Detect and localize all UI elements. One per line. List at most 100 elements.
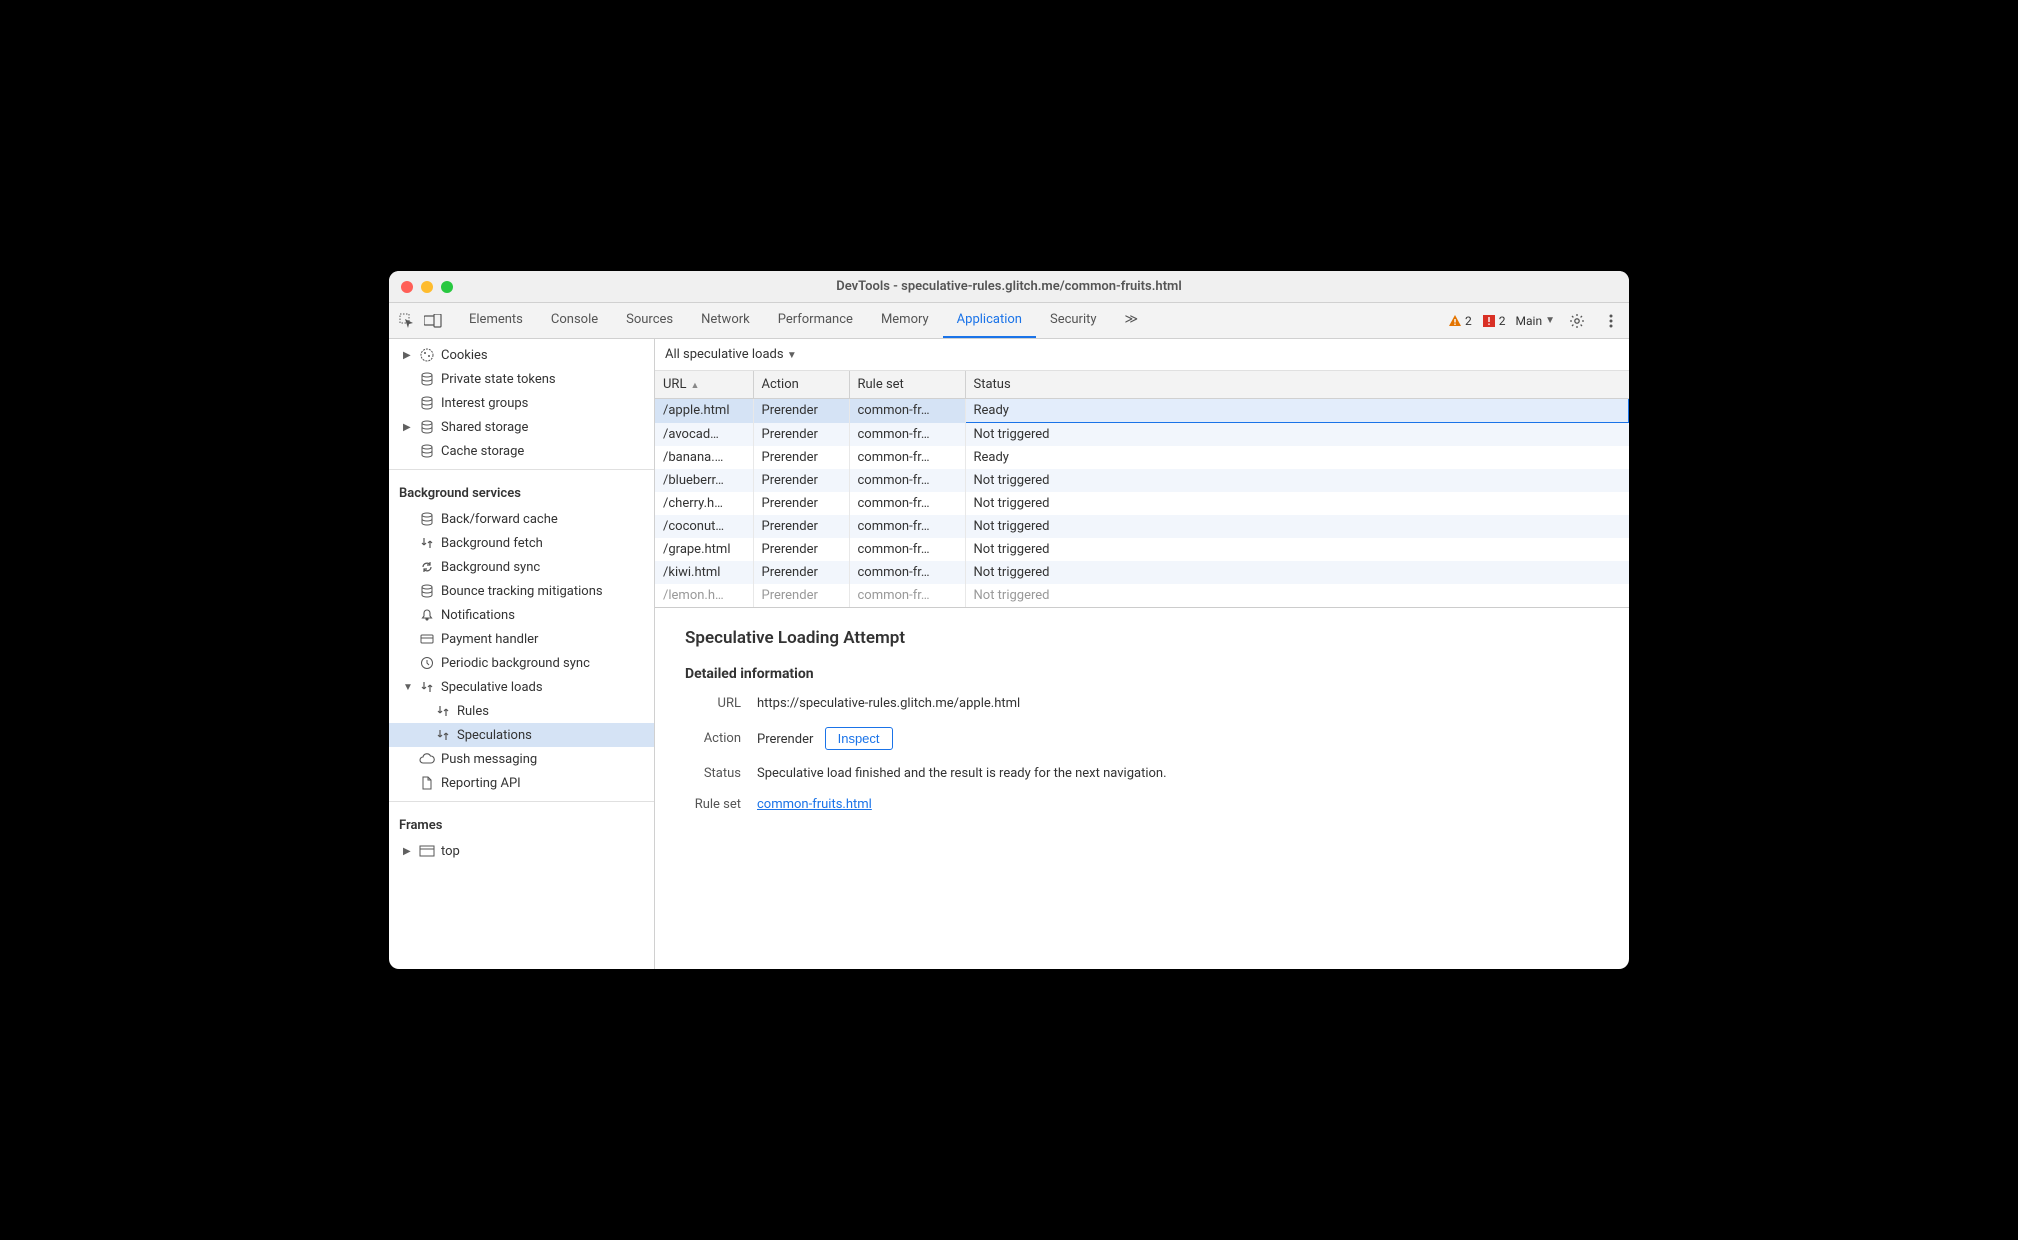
tab-sources[interactable]: Sources	[612, 303, 687, 338]
table-row[interactable]: /banana.…Prerendercommon-fr…Ready	[655, 446, 1629, 469]
sidebar-item-bgfetch[interactable]: Background fetch	[389, 531, 654, 555]
tab-security[interactable]: Security	[1036, 303, 1111, 338]
tab-memory[interactable]: Memory	[867, 303, 943, 338]
errors-count: 2	[1499, 314, 1506, 328]
inspect-button[interactable]: Inspect	[825, 727, 893, 750]
settings-icon[interactable]	[1565, 309, 1589, 333]
table-body: /apple.htmlPrerendercommon-fr…Ready/avoc…	[655, 399, 1629, 608]
window-title: DevTools - speculative-rules.glitch.me/c…	[836, 279, 1181, 294]
sidebar-item-rules[interactable]: Rules	[389, 699, 654, 723]
devtools-window: DevTools - speculative-rules.glitch.me/c…	[389, 271, 1629, 969]
sidebar-item-label: Shared storage	[441, 420, 528, 435]
detail-action-text: Prerender	[757, 732, 813, 747]
table-row[interactable]: /avocad…Prerendercommon-fr…Not triggered	[655, 423, 1629, 447]
cell-ruleset: common-fr…	[849, 446, 965, 469]
detail-subtitle: Detailed information	[685, 666, 1599, 682]
tab-elements[interactable]: Elements	[455, 303, 537, 338]
table-row[interactable]: /coconut…Prerendercommon-fr…Not triggere…	[655, 515, 1629, 538]
more-icon[interactable]	[1599, 309, 1623, 333]
divider	[389, 469, 654, 470]
cell-url: /avocad…	[655, 423, 753, 447]
sidebar-item-private-tokens[interactable]: Private state tokens	[389, 367, 654, 391]
cell-ruleset: common-fr…	[849, 561, 965, 584]
sidebar-item-cookies[interactable]: ▶ Cookies	[389, 343, 654, 367]
panel-tabs: Elements Console Sources Network Perform…	[455, 303, 1152, 338]
bell-icon	[419, 607, 435, 623]
cell-url: /banana.…	[655, 446, 753, 469]
sidebar-item-bounce[interactable]: Bounce tracking mitigations	[389, 579, 654, 603]
close-window-button[interactable]	[401, 281, 413, 293]
devtools-tabbar: Elements Console Sources Network Perform…	[389, 303, 1629, 339]
tab-network[interactable]: Network	[687, 303, 764, 338]
cell-ruleset: common-fr…	[849, 423, 965, 447]
main-panel: All speculative loads ▼ URL▲ Action Rule…	[655, 339, 1629, 969]
device-toolbar-icon[interactable]	[421, 309, 445, 333]
cell-action: Prerender	[753, 561, 849, 584]
sidebar-item-specloads[interactable]: ▼ Speculative loads	[389, 675, 654, 699]
col-ruleset[interactable]: Rule set	[849, 371, 965, 399]
speculations-table-container: URL▲ Action Rule set Status /apple.htmlP…	[655, 371, 1629, 608]
sidebar-item-cache-storage[interactable]: Cache storage	[389, 439, 654, 463]
tab-application[interactable]: Application	[943, 303, 1036, 338]
detail-action-value: Prerender Inspect	[757, 727, 1599, 750]
detail-label: Status	[685, 766, 741, 781]
sidebar-item-bfcache[interactable]: Back/forward cache	[389, 507, 654, 531]
cell-ruleset: common-fr…	[849, 515, 965, 538]
detail-row-ruleset: Rule set common-fruits.html	[685, 797, 1599, 812]
table-row[interactable]: /grape.htmlPrerendercommon-fr…Not trigge…	[655, 538, 1629, 561]
sidebar-item-speculations[interactable]: Speculations	[389, 723, 654, 747]
tab-console[interactable]: Console	[537, 303, 612, 338]
ruleset-link[interactable]: common-fruits.html	[757, 797, 872, 812]
table-row[interactable]: /cherry.h…Prerendercommon-fr…Not trigger…	[655, 492, 1629, 515]
tab-overflow[interactable]: ≫	[1111, 303, 1153, 338]
table-row[interactable]: /blueberr…Prerendercommon-fr…Not trigger…	[655, 469, 1629, 492]
context-selector[interactable]: Main ▼	[1516, 314, 1555, 328]
filter-label: All speculative loads	[665, 347, 784, 362]
chevron-down-icon: ▼	[787, 350, 797, 361]
cell-url: /cherry.h…	[655, 492, 753, 515]
sidebar-item-reporting[interactable]: Reporting API	[389, 771, 654, 795]
cell-status: Not triggered	[965, 561, 1629, 584]
cell-url: /coconut…	[655, 515, 753, 538]
sidebar-item-interest-groups[interactable]: Interest groups	[389, 391, 654, 415]
tab-performance[interactable]: Performance	[764, 303, 867, 338]
col-url[interactable]: URL▲	[655, 371, 753, 399]
detail-status-value: Speculative load finished and the result…	[757, 766, 1599, 781]
sidebar-item-label: Push messaging	[441, 752, 537, 767]
filter-dropdown[interactable]: All speculative loads ▼	[665, 347, 797, 362]
col-action[interactable]: Action	[753, 371, 849, 399]
cell-action: Prerender	[753, 515, 849, 538]
sidebar-item-label: Back/forward cache	[441, 512, 558, 527]
cell-status: Not triggered	[965, 584, 1629, 607]
cell-status: Not triggered	[965, 538, 1629, 561]
sidebar-item-push[interactable]: Push messaging	[389, 747, 654, 771]
sidebar-item-payment[interactable]: Payment handler	[389, 627, 654, 651]
cell-ruleset: common-fr…	[849, 538, 965, 561]
cell-url: /kiwi.html	[655, 561, 753, 584]
sidebar-item-label: Reporting API	[441, 776, 521, 791]
errors-badge[interactable]: 2	[1482, 314, 1506, 328]
col-status[interactable]: Status	[965, 371, 1629, 399]
table-row[interactable]: /apple.htmlPrerendercommon-fr…Ready	[655, 399, 1629, 423]
sidebar-item-label: Notifications	[441, 608, 515, 623]
cell-status: Not triggered	[965, 423, 1629, 447]
transfer-icon	[435, 703, 451, 719]
warning-icon	[1448, 314, 1462, 328]
database-icon	[419, 511, 435, 527]
detail-row-status: Status Speculative load finished and the…	[685, 766, 1599, 781]
minimize-window-button[interactable]	[421, 281, 433, 293]
sidebar-item-top-frame[interactable]: ▶ top	[389, 839, 654, 863]
detail-ruleset-value: common-fruits.html	[757, 797, 1599, 812]
maximize-window-button[interactable]	[441, 281, 453, 293]
cell-action: Prerender	[753, 399, 849, 423]
warnings-badge[interactable]: 2	[1448, 314, 1472, 328]
table-row[interactable]: /kiwi.htmlPrerendercommon-fr…Not trigger…	[655, 561, 1629, 584]
sidebar-item-notifications[interactable]: Notifications	[389, 603, 654, 627]
sidebar-item-periodic[interactable]: Periodic background sync	[389, 651, 654, 675]
table-row[interactable]: /lemon.h…Prerendercommon-fr…Not triggere…	[655, 584, 1629, 607]
inspect-element-icon[interactable]	[395, 309, 419, 333]
sidebar-item-bgsync[interactable]: Background sync	[389, 555, 654, 579]
sidebar-item-shared-storage[interactable]: ▶ Shared storage	[389, 415, 654, 439]
detail-row-url: URL https://speculative-rules.glitch.me/…	[685, 696, 1599, 711]
tabbar-right: 2 2 Main ▼	[1448, 309, 1623, 333]
